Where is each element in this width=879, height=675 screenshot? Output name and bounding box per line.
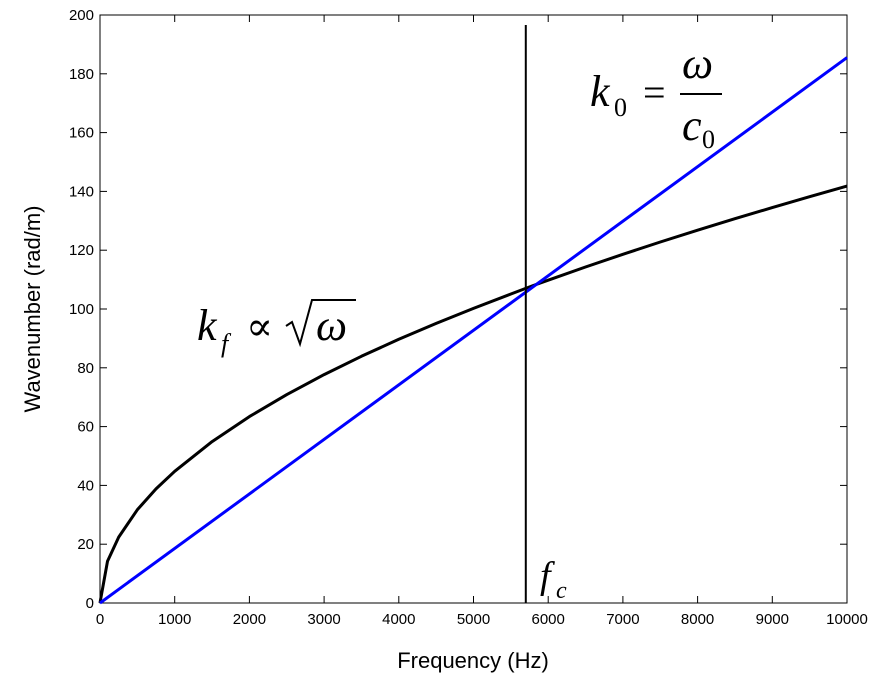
x-tick-label: 10000 [826, 611, 868, 628]
equals-sign: = [643, 70, 666, 115]
omega-numerator: ω [682, 39, 713, 88]
kf-subscript: f [221, 329, 232, 358]
flexural-wavenumber-line [98, 184, 848, 604]
k0-subscript: 0 [614, 93, 627, 122]
c0-symbol: c [682, 101, 702, 150]
y-tick-label: 200 [69, 7, 94, 24]
sqrt-radical [285, 299, 356, 348]
kf-formula: k f ∝ ω [197, 299, 356, 358]
y-tick-label: 60 [77, 419, 94, 436]
x-tick-label: 9000 [756, 611, 789, 628]
x-tick-labels: 0 1000 2000 3000 4000 5000 6000 7000 8000 9000 100… [96, 611, 868, 628]
k0-formula: k 0 = ω c 0 [590, 39, 722, 154]
y-tick-label: 120 [69, 242, 94, 259]
x-tick-label: 1000 [158, 611, 191, 628]
x-tick-label: 6000 [532, 611, 565, 628]
x-tick-label: 0 [96, 611, 104, 628]
k0-symbol: k [590, 67, 611, 116]
y-tick-label: 100 [69, 301, 94, 318]
y-axis-label: Wavenumber (rad/m) [20, 205, 45, 412]
x-tick-label: 5000 [457, 611, 490, 628]
x-tick-label: 2000 [233, 611, 266, 628]
y-tick-label: 40 [77, 477, 94, 494]
kf-symbol: k [197, 301, 218, 350]
y-tick-labels: 0 20 40 60 80 100 120 140 160 180 200 [69, 7, 94, 612]
y-tick-label: 0 [86, 595, 94, 612]
acoustic-wavenumber-line [99, 56, 848, 605]
series-layer [98, 25, 848, 605]
y-tick-label: 180 [69, 66, 94, 83]
y-tick-label: 140 [69, 183, 94, 200]
x-tick-label: 7000 [606, 611, 639, 628]
y-tick-label: 160 [69, 125, 94, 142]
y-tick-label: 20 [77, 536, 94, 553]
x-tick-label: 4000 [382, 611, 415, 628]
kf-omega: ω [316, 301, 347, 350]
x-tick-label: 8000 [681, 611, 714, 628]
y-tick-label: 80 [77, 360, 94, 377]
c0-subscript: 0 [702, 125, 715, 154]
fc-subscript: c [556, 578, 567, 604]
proportional-sign: ∝ [246, 304, 273, 349]
x-axis-label: Frequency (Hz) [397, 648, 549, 673]
x-tick-label: 3000 [307, 611, 340, 628]
